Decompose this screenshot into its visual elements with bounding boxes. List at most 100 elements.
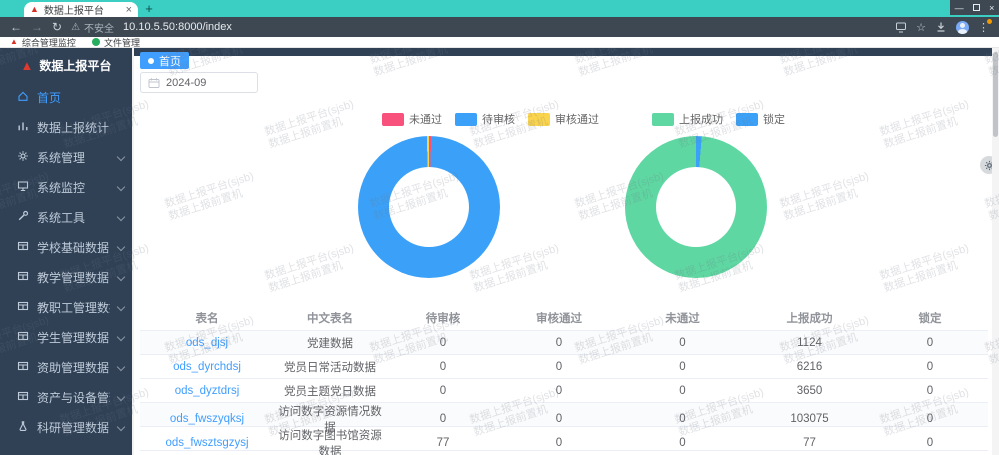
legend-item[interactable]: 上报成功 [652,111,723,127]
sidebar-item-10[interactable]: 资产与设备管理数据 [0,382,132,412]
sidebar-item-8[interactable]: 学生管理数据 [0,322,132,352]
table-row[interactable]: ods_dyztdrsj 党员主题党日数据 0 0 0 3650 0 [140,379,988,403]
table-cell: 0 [926,384,934,397]
app-root: ▲ 数据上报平台 首页 数据上报统计 系统管理 系统监控 系统工具 学校基础数据 教学管理数… [0,48,999,455]
new-tab-button[interactable]: + [145,1,153,16]
install-app-icon[interactable] [895,21,907,33]
profile-avatar[interactable] [956,20,969,34]
table-header-cell: 中文表名 [307,312,353,325]
sidebar-item-11[interactable]: 科研管理数据 [0,412,132,442]
table-row[interactable]: ods_fwsztsgzysj 访问数字图书馆资源数据 77 0 0 77 0 [140,427,988,455]
table-icon [17,360,29,375]
sidebar-item-9[interactable]: 资助管理数据 [0,352,132,382]
main-content: 首页 2024-09 未通过 待审核 审核通过 上报成功 锁定 表名 中文表名 待审核 审核… [134,48,999,455]
table-name-link[interactable]: ods_fwsztsgzysj [165,437,249,449]
legend-swatch [736,112,758,126]
chart-icon [17,120,29,135]
table-cell: 0 [555,336,563,349]
legend-swatch [455,112,477,126]
bookmark-item[interactable]: 文件管理 [91,36,140,49]
sidebar-item-label: 系统管理 [37,150,86,165]
table-row[interactable]: ods_djsj 党建数据 0 0 0 1124 0 [140,331,988,355]
table-cell: 0 [439,384,447,397]
table-cell: 77 [436,437,450,449]
warning-icon: ⚠ [71,21,81,33]
sidebar-item-label: 教学管理数据 [37,270,110,285]
table-cell: 0 [679,413,686,425]
bookmark-star-icon[interactable]: ☆ [916,21,926,34]
tag-home[interactable]: 首页 [140,52,189,69]
table-cell: 0 [439,413,447,425]
download-icon[interactable] [935,21,947,33]
sidebar-item-label: 资助管理数据 [37,360,110,375]
sidebar-item-0[interactable]: 首页 [0,82,132,112]
table-cell: 6216 [796,360,823,373]
legend-item[interactable]: 锁定 [736,111,785,127]
table-icon [17,390,29,405]
table-name-link[interactable]: ods_fwszyqksj [169,413,245,425]
table-icon [17,300,29,315]
scrollbar-thumb[interactable] [993,52,998,137]
bookmark-item[interactable]: ▲ 综合管理监控 [10,36,76,49]
gear-icon [17,150,29,165]
sidebar-item-2[interactable]: 系统管理 [0,142,132,172]
table-header-row: 表名 中文表名 待审核 审核通过 未通过 上报成功 锁定 [140,305,988,331]
table-name-link[interactable]: ods_dyztdrsj [174,384,240,397]
table-header-cell: 锁定 [918,312,942,325]
legend-swatch [382,112,404,126]
legend-item[interactable]: 审核通过 [528,111,599,127]
tools-icon [17,210,29,225]
table-row[interactable]: ods_dyrchdsj 党员日常活动数据 0 0 0 6216 0 [140,355,988,379]
table-cell: 0 [926,437,934,449]
browser-menu-icon[interactable]: ⋮ [978,18,992,34]
bookmark-favicon-icon [91,38,100,46]
url-text[interactable]: 10.10.5.50:8000/index [123,21,232,33]
chevron-down-icon [116,302,126,312]
sidebar-item-7[interactable]: 教职工管理数据 [0,292,132,322]
table-header-cell: 审核通过 [536,312,582,325]
app-logo-icon: ▲ [20,57,34,73]
month-picker-input[interactable]: 2024-09 [140,72,258,93]
bookmark-label: 综合管理监控 [21,37,76,48]
sidebar-menu: 首页数据上报统计系统管理系统监控系统工具学校基础数据教学管理数据教职工管理数据学… [0,82,132,442]
browser-tab[interactable]: ▲ 数据上报平台 × [24,2,138,17]
forward-icon[interactable]: → [31,20,43,34]
sidebar-item-5[interactable]: 学校基础数据 [0,232,132,262]
table-cell: 访问数字图书馆资源数据 [278,430,382,455]
page-scrollbar[interactable] [992,48,999,455]
chevron-down-icon [116,362,126,372]
chevron-down-icon [116,272,126,282]
table-row[interactable]: ods_fwszyqksj 访问数字资源情况数据 0 0 0 103075 0 [140,403,988,434]
site-favicon-icon: ▲ [30,4,39,14]
security-indicator[interactable]: ⚠ 不安全 [71,20,114,35]
table-cell: 党建数据 [307,337,353,350]
sidebar-item-6[interactable]: 教学管理数据 [0,262,132,292]
audit-status-legend: 未通过 待审核 审核通过 [382,111,599,127]
address-bar-actions: ☆ ⋮ [895,18,992,34]
chevron-down-icon [116,152,126,162]
table-name-link[interactable]: ods_dyrchdsj [173,360,241,373]
sidebar-item-3[interactable]: 系统监控 [0,172,132,202]
table-name-link[interactable]: ods_djsj [185,336,229,349]
sidebar-item-4[interactable]: 系统工具 [0,202,132,232]
window-maximize-button[interactable] [972,4,980,11]
back-icon[interactable]: ← [10,20,22,34]
legend-item[interactable]: 待审核 [455,111,515,127]
top-navbar-strip [134,48,999,56]
sidebar-item-label: 学生管理数据 [37,330,110,345]
legend-item[interactable]: 未通过 [382,111,442,127]
table-cell: 0 [926,360,934,373]
report-status-donut-chart[interactable] [625,136,767,278]
window-close-button[interactable]: × [989,2,995,13]
sidebar-item-label: 学校基础数据 [37,240,110,255]
sidebar-item-1[interactable]: 数据上报统计 [0,112,132,142]
reload-icon[interactable]: ↻ [52,20,63,34]
home-icon [17,90,29,105]
table-cell: 党员日常活动数据 [284,361,376,374]
tab-close-icon[interactable]: × [125,3,132,16]
table-icon [17,270,29,285]
audit-status-donut-chart[interactable] [358,136,500,278]
window-minimize-button[interactable]: — [954,2,964,13]
address-bar: ← → ↻ ⚠ 不安全 10.10.5.50:8000/index ☆ ⋮ [0,17,999,37]
